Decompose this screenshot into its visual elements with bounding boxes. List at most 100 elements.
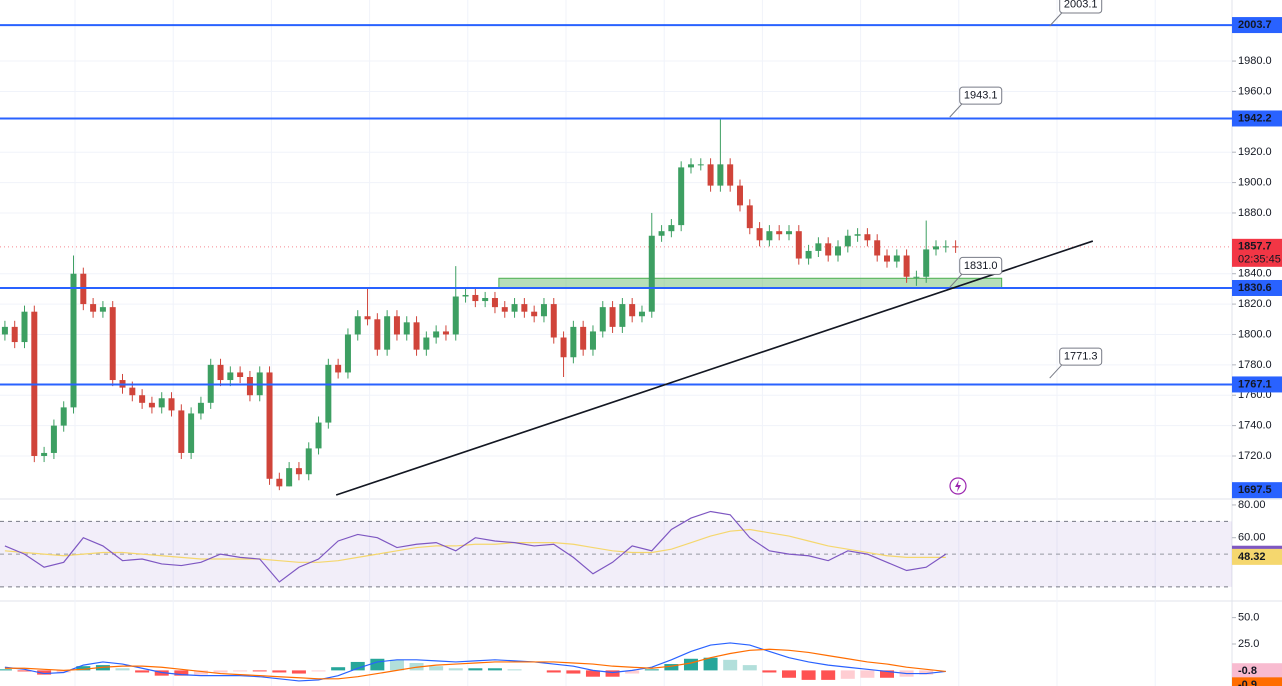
- callout-label: 1771.3: [1064, 350, 1098, 362]
- candle-body: [325, 364, 332, 423]
- histogram-bar: [821, 670, 836, 680]
- indicator-value: -0.9: [1238, 679, 1257, 686]
- y-tick-label: 60.00: [1238, 532, 1266, 544]
- candle-body: [884, 255, 891, 262]
- candle-body: [462, 294, 469, 297]
- candle-body: [109, 307, 116, 381]
- level-label-bg: [1232, 279, 1282, 296]
- candle-body: [933, 246, 940, 250]
- candle-body: [482, 298, 489, 302]
- histogram-bar: [644, 669, 659, 671]
- histogram-bar: [585, 670, 600, 677]
- candle-body: [423, 337, 430, 350]
- candle-body: [638, 311, 645, 317]
- candle-body: [344, 334, 351, 373]
- lightning-icon[interactable]: [949, 477, 967, 495]
- candle-body: [188, 413, 195, 453]
- countdown: 02:35:45: [1238, 254, 1281, 266]
- rsi-line: [4, 510, 947, 583]
- candle-body: [1, 326, 8, 335]
- histogram-bar: [389, 659, 404, 671]
- candle-body: [335, 364, 342, 373]
- candle-body: [295, 468, 302, 475]
- candle-body: [501, 307, 508, 312]
- candle-body: [756, 228, 763, 241]
- level-label-bg: [1232, 17, 1282, 34]
- callout-box: [959, 86, 1003, 105]
- callout-pointer: [949, 103, 963, 118]
- candle-body: [511, 304, 518, 312]
- candle-body: [197, 402, 204, 414]
- y-tick-label: 1820.0: [1238, 298, 1272, 310]
- candle-body: [923, 249, 930, 277]
- candle-body: [550, 304, 557, 338]
- candle-body: [354, 316, 361, 335]
- candle-body: [815, 243, 822, 251]
- last-price: 1857.7: [1238, 241, 1272, 253]
- candle-body: [266, 372, 273, 479]
- candle-body: [805, 250, 812, 259]
- histogram-bar: [880, 670, 895, 678]
- level-label-bg: [1232, 110, 1282, 127]
- candle-body: [707, 164, 714, 186]
- low-label: 1697.5: [1238, 484, 1272, 496]
- candle-body: [70, 273, 77, 408]
- histogram-bar: [605, 670, 620, 677]
- candle-body: [139, 395, 146, 403]
- candle-body: [286, 468, 293, 487]
- trend-line: [335, 240, 1094, 496]
- candle-body: [129, 387, 136, 396]
- y-tick-label: 1920.0: [1238, 146, 1272, 158]
- candle-body: [795, 231, 802, 259]
- histogram-bar: [17, 670, 32, 672]
- callout-pointer: [1049, 12, 1063, 27]
- candle-body: [403, 322, 410, 335]
- histogram-bar: [723, 659, 738, 671]
- histogram-bar: [781, 670, 796, 678]
- histogram-bar: [193, 670, 208, 675]
- candle-body: [834, 246, 841, 256]
- level-label: 2003.7: [1238, 19, 1272, 31]
- candle-body: [305, 448, 312, 475]
- histogram-bar: [448, 668, 463, 671]
- histogram-bar: [370, 658, 385, 671]
- candle-body: [864, 234, 871, 241]
- candle-body: [874, 240, 881, 256]
- histogram-bar: [291, 670, 306, 674]
- candle-body: [21, 311, 28, 343]
- y-tick-label: 1880.0: [1238, 207, 1272, 219]
- callout-label: 1943.1: [964, 90, 998, 102]
- y-tick-label: 1720.0: [1238, 450, 1272, 462]
- callout-pointer: [949, 274, 963, 288]
- candle-body: [472, 294, 479, 302]
- candle-body: [560, 337, 567, 358]
- candle-body: [678, 167, 685, 226]
- candle-body: [246, 377, 253, 396]
- candle-body: [785, 231, 792, 235]
- candle-body: [629, 304, 636, 317]
- callout-label: 1831.0: [964, 260, 998, 272]
- histogram-bar: [566, 670, 581, 674]
- histogram-bar: [683, 658, 698, 671]
- candle-body: [148, 402, 155, 408]
- candle-body: [658, 231, 665, 236]
- histogram-bar: [135, 670, 150, 673]
- callout-label: 2003.1: [1064, 0, 1098, 10]
- candle-body: [237, 372, 244, 378]
- indicator-value-bg: [1232, 663, 1282, 680]
- candle-body: [589, 331, 596, 350]
- level-label-bg: [1232, 376, 1282, 393]
- indicator-value-bg: [1232, 548, 1282, 565]
- candle-body: [364, 316, 371, 320]
- histogram-bar: [801, 670, 816, 680]
- level-label: 1830.6: [1238, 282, 1272, 294]
- callout-box: [1059, 347, 1103, 366]
- candle-body: [491, 298, 498, 308]
- y-tick-label: 1780.0: [1238, 359, 1272, 371]
- histogram-bar: [507, 669, 522, 671]
- histogram-bar: [56, 670, 71, 673]
- candle-body: [374, 319, 381, 350]
- macd-line: [4, 642, 946, 682]
